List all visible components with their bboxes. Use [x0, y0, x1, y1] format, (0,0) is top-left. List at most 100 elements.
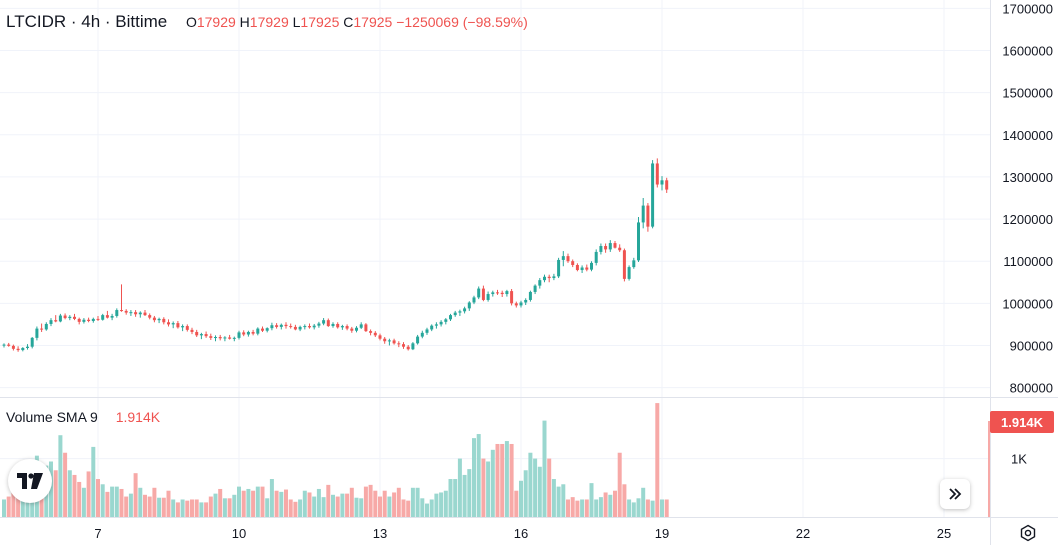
volume-bar: [594, 499, 599, 517]
time-tick-label: 10: [232, 526, 246, 541]
volume-bar: [547, 458, 552, 517]
candle-body: [293, 326, 297, 330]
candle-body: [124, 310, 128, 313]
volume-indicator-value: 1.914K: [115, 409, 161, 425]
chart-settings-button[interactable]: [1016, 521, 1040, 545]
candle-body: [246, 331, 250, 335]
tradingview-logo-icon[interactable]: [8, 459, 52, 503]
price-tick-label: 800000: [1010, 381, 1053, 396]
volume-bar: [457, 458, 462, 517]
candle-body: [82, 319, 86, 322]
candle-body: [223, 337, 227, 339]
volume-bar: [284, 489, 288, 517]
candle-body: [566, 256, 570, 262]
candle-body: [439, 321, 443, 325]
candle-body: [49, 320, 53, 324]
candle-body: [599, 246, 603, 252]
candle-body: [232, 337, 236, 339]
volume-bar: [58, 435, 63, 517]
candle-body: [340, 326, 344, 328]
volume-bar: [354, 497, 359, 517]
volume-bar: [138, 487, 143, 517]
candle-body: [627, 267, 631, 279]
candle-body: [425, 329, 429, 333]
volume-bar: [331, 494, 335, 517]
volume-bar: [232, 494, 237, 517]
volume-bar: [237, 486, 241, 517]
volume-bar: [180, 499, 185, 517]
scroll-to-realtime-button[interactable]: [940, 479, 970, 509]
volume-bar: [500, 443, 505, 517]
chevron-double-right-icon: [949, 488, 962, 500]
symbol-title[interactable]: LTCIDR · 4h · Bittime: [6, 12, 168, 31]
candle-body: [87, 319, 91, 322]
volume-bar: [208, 496, 213, 517]
candle-body: [416, 336, 420, 344]
candle-body: [284, 324, 288, 327]
candle-body: [655, 163, 659, 185]
candle-body: [575, 264, 579, 271]
volume-bar: [514, 490, 519, 517]
close-label: C: [343, 14, 354, 30]
candle-body: [275, 325, 279, 327]
volume-bar: [655, 403, 660, 517]
candle-body: [359, 324, 363, 328]
candle-body: [519, 302, 523, 306]
volume-bar: [566, 499, 570, 517]
candle-body: [402, 344, 405, 347]
volume-bar: [190, 499, 194, 517]
time-tick-label: 25: [937, 526, 951, 541]
time-tick-label: 7: [94, 526, 101, 541]
candle-body: [265, 328, 269, 331]
volume-bar: [251, 490, 256, 517]
candle-body: [26, 346, 29, 348]
volume-bar: [509, 443, 514, 517]
candle-body: [383, 338, 387, 342]
candle-body: [77, 318, 81, 322]
candle-body: [585, 267, 589, 270]
volume-bar: [528, 452, 533, 517]
high-label: H: [239, 14, 250, 30]
candle-body: [580, 267, 584, 271]
candle-body: [397, 343, 401, 345]
volume-indicator-title[interactable]: Volume SMA 9: [6, 409, 98, 425]
volume-bar: [6, 496, 11, 517]
candle-body: [392, 340, 396, 344]
candle-body: [101, 315, 105, 320]
volume-bar: [396, 487, 401, 517]
volume-bar: [86, 471, 91, 517]
candle-body: [21, 347, 25, 351]
volume-bar: [584, 499, 589, 517]
volume-bar: [147, 496, 152, 517]
volume-bar: [157, 497, 162, 517]
volume-bar: [519, 480, 523, 517]
volume-bar: [495, 443, 500, 517]
volume-bar: [152, 487, 157, 517]
volume-bar: [575, 500, 580, 517]
volume-bar: [415, 487, 420, 517]
volume-bar: [81, 487, 86, 517]
candle-body: [35, 328, 39, 338]
candle-body: [152, 317, 156, 321]
volume-bar: [16, 495, 21, 517]
volume-bar: [660, 499, 664, 517]
candle-body: [256, 328, 260, 334]
candle-body: [491, 292, 495, 295]
volume-bar: [274, 490, 279, 517]
candle-body: [63, 315, 67, 319]
candle-body: [665, 180, 669, 190]
candle-body: [613, 243, 617, 248]
volume-bar: [429, 499, 434, 517]
candle-body: [608, 243, 612, 250]
candle-body: [185, 326, 189, 330]
candle-body: [561, 256, 565, 260]
volume-bar: [124, 496, 129, 517]
volume-bar: [321, 497, 326, 517]
volume-bar: [11, 488, 16, 517]
ohlc-values: O17929 H17929 L17925 C17925 −1250069 (−9…: [186, 14, 528, 30]
volume-bar: [617, 452, 622, 517]
candle-body: [571, 261, 575, 265]
volume-bar: [490, 449, 495, 517]
